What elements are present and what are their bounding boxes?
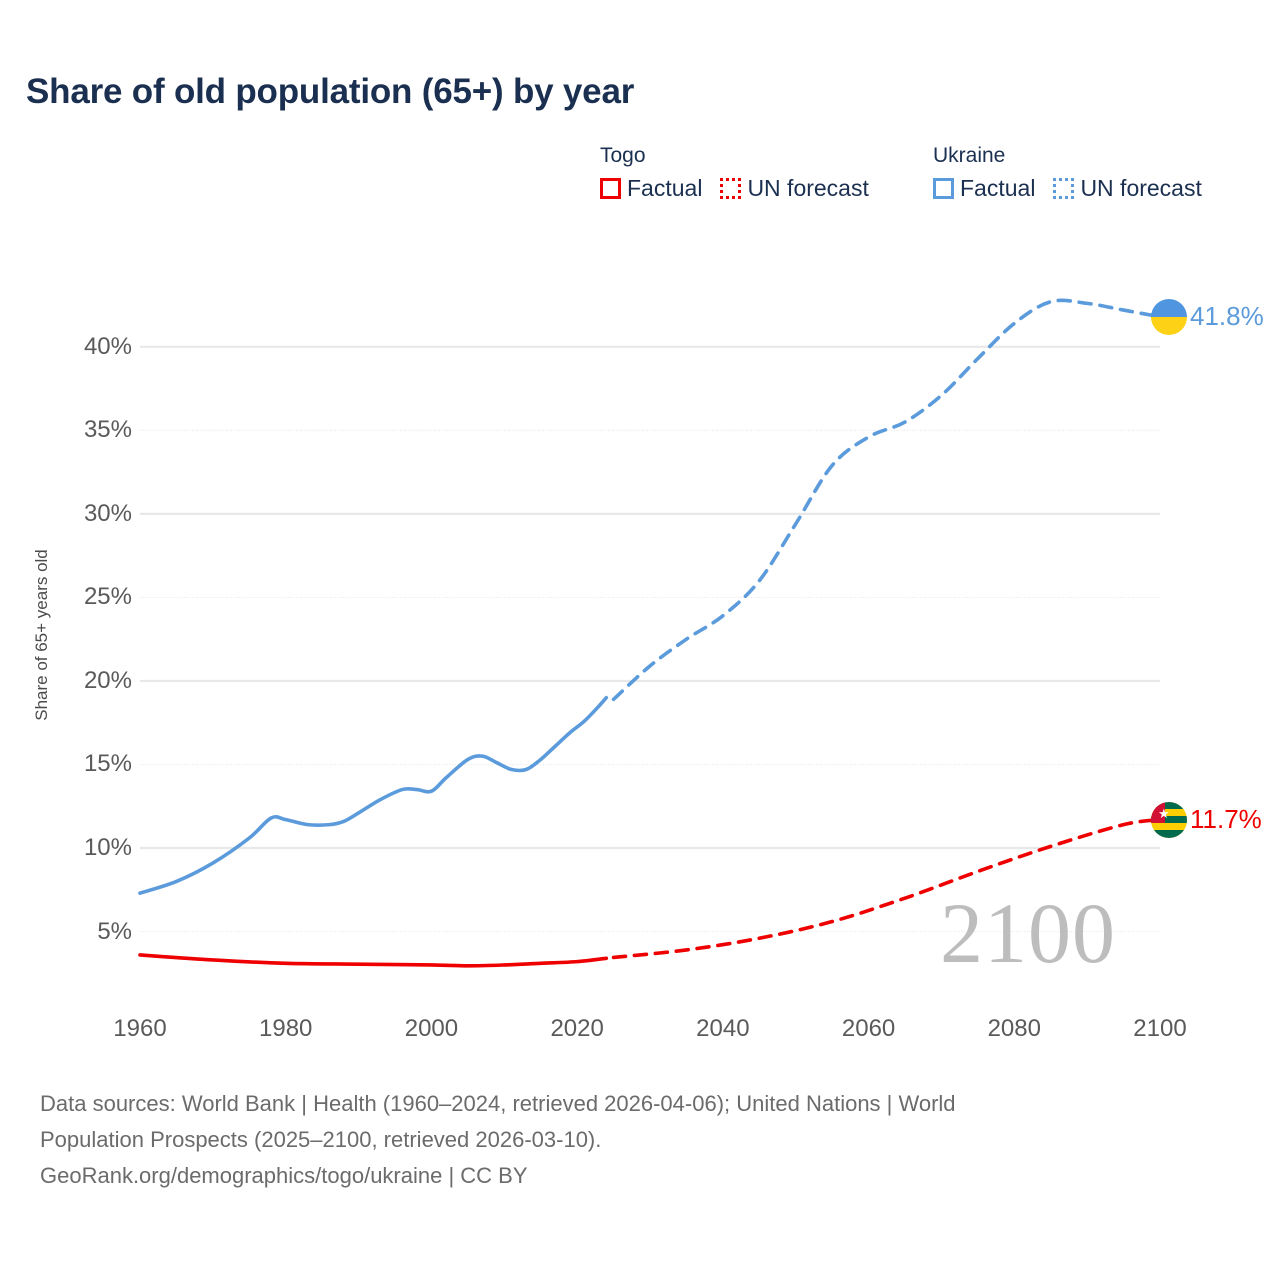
y-axis-tick-label: 40%: [83, 332, 132, 360]
x-axis-tick-label: 2100: [1133, 1015, 1187, 1042]
x-axis-tick-label: 2060: [841, 1015, 896, 1042]
y-axis-tick-label: 10%: [83, 834, 132, 862]
legend-item-togo-factual[interactable]: Factual: [600, 175, 702, 202]
legend-label-togo-forecast: UN forecast: [747, 175, 869, 201]
footer-line-sources-cont: Population Prospects (2025–2100, retriev…: [40, 1127, 602, 1152]
y-axis-tick-label: 35%: [83, 416, 132, 444]
legend-country-ukraine: Ukraine: [933, 144, 1006, 167]
series-line: [138, 953, 609, 968]
legend-label-togo-factual: Factual: [627, 175, 703, 201]
chart-footer: Data sources: World Bank | Health (1960–…: [40, 1086, 1220, 1194]
legend-label-ukraine-forecast: UN forecast: [1080, 175, 1202, 201]
y-axis-tick-label: 20%: [83, 666, 132, 694]
x-axis-tick-label: 2000: [404, 1015, 459, 1042]
series-line: [611, 298, 1162, 702]
endpoint-marker-ukraine: 41.8%: [1151, 298, 1264, 335]
legend-group-togo: Togo Factual UN forecast: [600, 144, 869, 202]
x-axis-tick-label: 2080: [987, 1015, 1041, 1042]
y-axis-tick-label: 25%: [83, 583, 132, 611]
legend-swatch-solid-icon: [600, 178, 621, 199]
x-axis-tick-label: 2040: [696, 1015, 750, 1042]
y-axis-tick-label: 5%: [97, 917, 132, 945]
y-axis-tick-label: 30%: [83, 499, 132, 527]
legend-swatch-dotted-icon: [1053, 178, 1075, 199]
page-title: Share of old population (65+) by year: [26, 72, 635, 111]
legend-item-ukraine-factual[interactable]: Factual: [933, 175, 1035, 202]
chart-legend: Togo Factual UN forecast Ukraine Factual: [600, 144, 1260, 224]
togo-flag-icon: ★: [1151, 801, 1187, 838]
legend-group-ukraine: Ukraine Factual UN forecast: [933, 144, 1202, 202]
series-line: [138, 695, 609, 895]
y-axis-tick-label: 15%: [83, 750, 132, 778]
y-axis-ticks: 5% 10% 15% 20% 25% 30% 35% 40%: [26, 0, 132, 1280]
x-axis-tick-label: 1980: [259, 1015, 313, 1042]
endpoint-value-ukraine: 41.8%: [1190, 301, 1264, 332]
endpoint-value-togo: 11.7%: [1190, 804, 1262, 835]
legend-item-togo-forecast[interactable]: UN forecast: [720, 175, 869, 202]
footer-line-attribution: GeoRank.org/demographics/togo/ukraine | …: [40, 1163, 528, 1188]
x-axis-tick-label: 1960: [113, 1015, 167, 1042]
endpoint-marker-togo: ★ 11.7%: [1151, 801, 1262, 838]
x-axis-tick-label: 2020: [550, 1015, 604, 1042]
legend-swatch-dotted-icon: [720, 178, 742, 199]
legend-item-ukraine-forecast[interactable]: UN forecast: [1053, 175, 1202, 202]
legend-country-togo: Togo: [600, 144, 646, 167]
series-line: [611, 817, 1162, 960]
legend-label-ukraine-factual: Factual: [960, 175, 1036, 201]
legend-swatch-solid-icon: [933, 178, 954, 199]
footer-line-sources: Data sources: World Bank | Health (1960–…: [40, 1091, 956, 1116]
year-watermark: 2100: [940, 885, 1116, 981]
ukraine-flag-icon: [1151, 298, 1187, 335]
